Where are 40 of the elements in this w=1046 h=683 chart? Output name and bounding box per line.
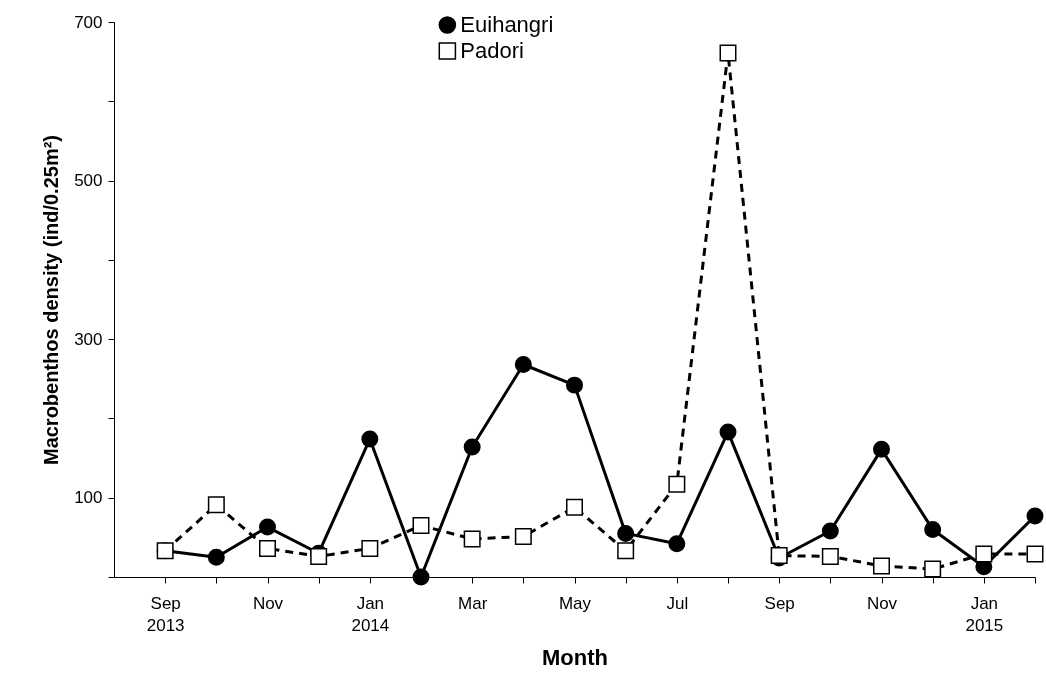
- point: [259, 539, 276, 557]
- legend-label: Euihangri: [460, 12, 554, 37]
- y-tick-label: 100: [74, 488, 103, 508]
- point: [463, 438, 481, 456]
- point: [207, 548, 225, 566]
- x-tick-label: Nov: [252, 593, 284, 613]
- point: [361, 430, 379, 448]
- point: [924, 520, 942, 538]
- point: [668, 535, 686, 553]
- x-tick-label: Sep 2013: [146, 593, 185, 635]
- x-tick-label: Nov: [866, 593, 898, 613]
- point: [821, 522, 839, 540]
- point: [412, 516, 430, 534]
- point: [514, 356, 532, 373]
- point: [668, 475, 686, 493]
- point: [873, 557, 890, 575]
- point: [207, 496, 225, 514]
- point: [719, 423, 737, 441]
- x-tick-label: May: [558, 593, 592, 613]
- x-tick-label: Jan 2014: [351, 593, 390, 635]
- point: [412, 568, 430, 586]
- x-axis-title: Month: [542, 644, 608, 670]
- x-tick-label: Jul: [666, 593, 689, 613]
- point: [873, 440, 890, 458]
- y-tick-label: 700: [74, 12, 103, 32]
- x-tick-label: Mar: [458, 593, 488, 613]
- point: [617, 524, 635, 542]
- x-tick-label: Sep: [764, 593, 795, 613]
- point: [259, 518, 276, 536]
- y-tick-label: 500: [74, 171, 103, 191]
- point: [566, 376, 583, 394]
- y-axis-title: Macrobenthos density (ind/0.25m²): [40, 134, 63, 466]
- y-tick-label: 300: [74, 329, 103, 349]
- legend-label: Padori: [460, 38, 524, 63]
- point: [719, 44, 737, 62]
- x-tick-label: Jan 2015: [965, 593, 1004, 635]
- point: [617, 542, 635, 560]
- point: [1026, 545, 1044, 563]
- point: [566, 498, 583, 516]
- point: [1026, 507, 1044, 525]
